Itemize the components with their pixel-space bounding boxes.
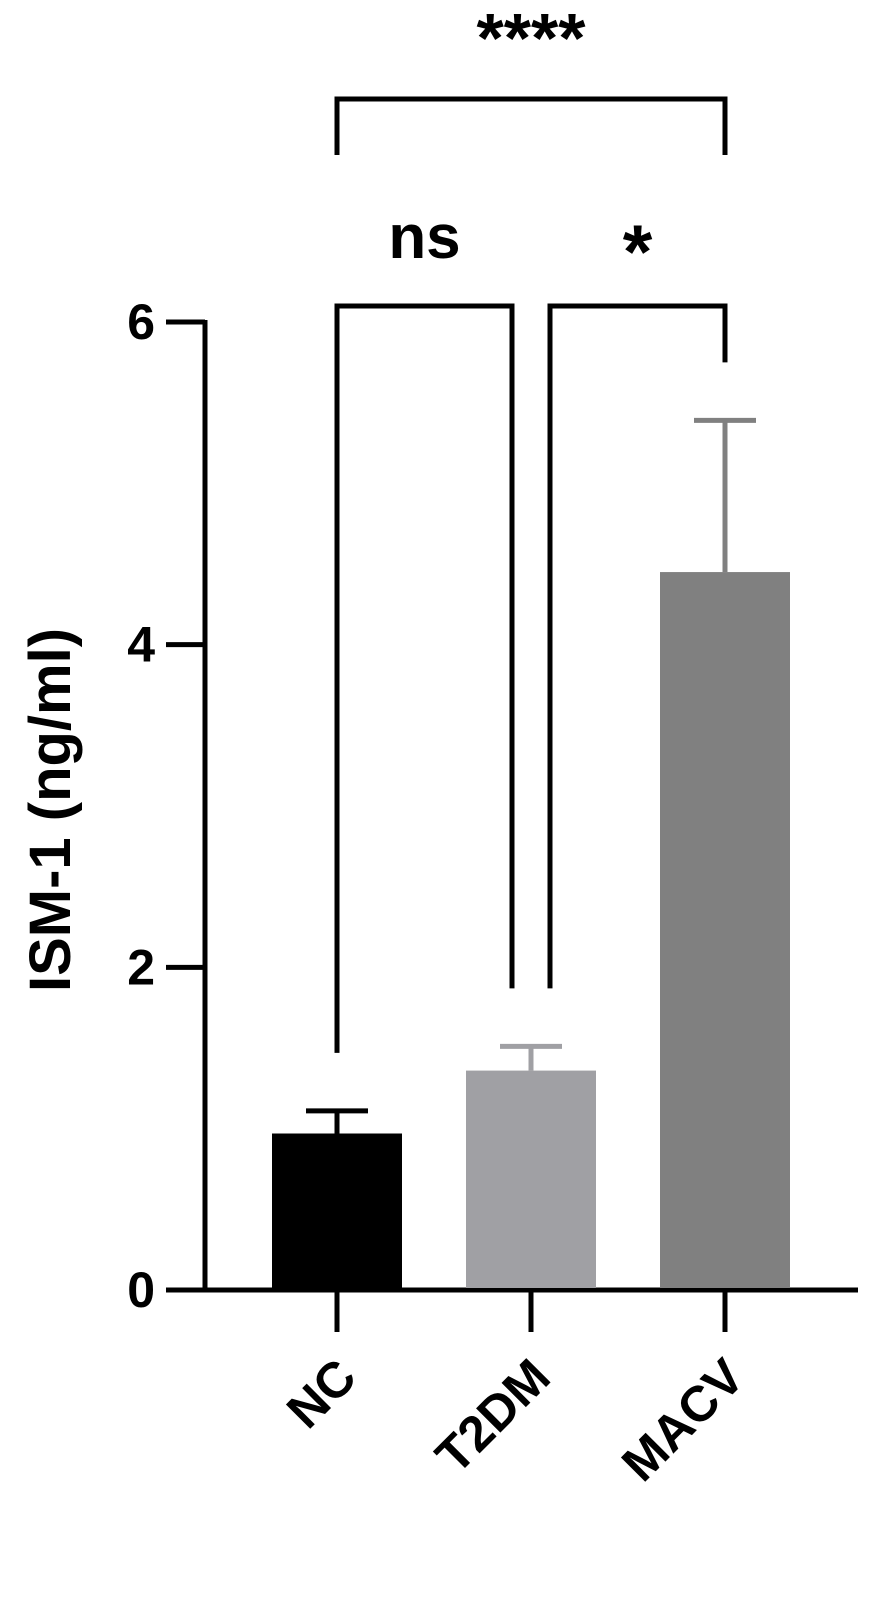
bar bbox=[660, 572, 790, 1288]
x-tick-label: T2DM bbox=[425, 1348, 561, 1484]
significance-label: ns bbox=[388, 203, 460, 272]
significance-label: * bbox=[623, 210, 653, 295]
bar bbox=[272, 1133, 402, 1288]
y-tick-label: 2 bbox=[127, 939, 155, 995]
bar bbox=[466, 1070, 596, 1288]
significance-bracket bbox=[334, 96, 728, 155]
y-axis-label: ISM-1 (ng/ml) bbox=[18, 628, 83, 992]
y-tick-label: 4 bbox=[127, 617, 155, 673]
x-tick-label: MACV bbox=[611, 1348, 755, 1492]
significance-bracket bbox=[334, 303, 515, 1053]
significance-bracket bbox=[547, 303, 728, 989]
y-tick-label: 0 bbox=[127, 1262, 155, 1318]
x-tick-label: NC bbox=[276, 1348, 367, 1439]
y-tick-label: 6 bbox=[127, 294, 155, 350]
significance-label: **** bbox=[477, 0, 587, 77]
